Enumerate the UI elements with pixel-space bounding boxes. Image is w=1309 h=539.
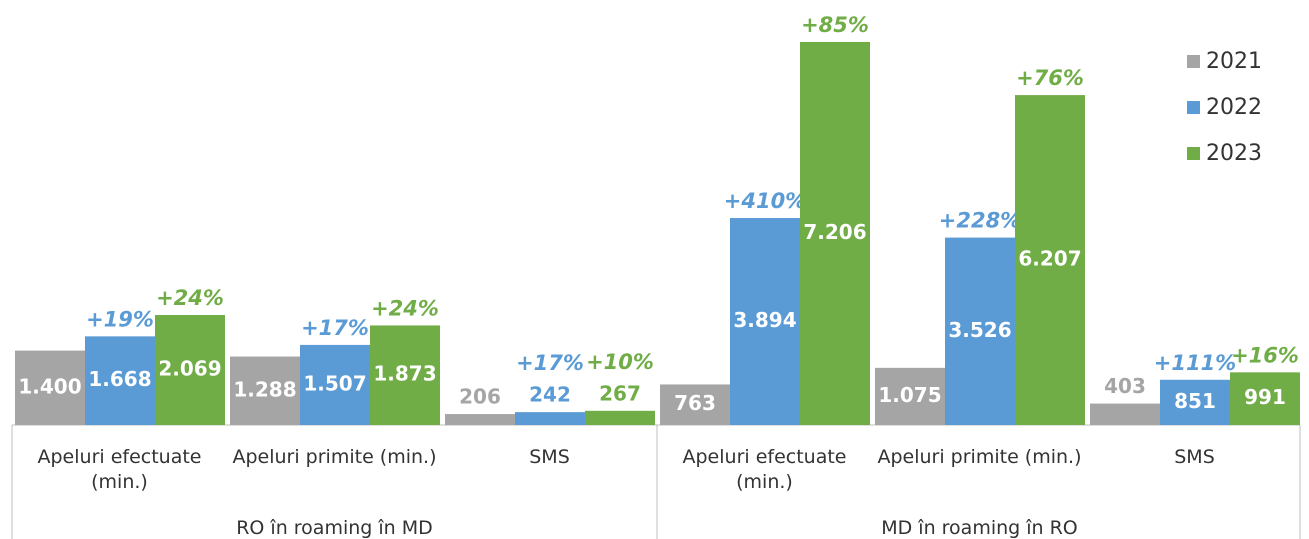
- value-label: 1.507: [303, 371, 366, 395]
- bar: [1160, 379, 1230, 425]
- value-label: 6.207: [1018, 247, 1081, 271]
- bar: [515, 412, 585, 425]
- x-tick-label: Apeluri efectuate (min.): [682, 446, 847, 493]
- bar: [1015, 95, 1085, 426]
- value-label: 1.400: [18, 374, 81, 398]
- change-label: +17%: [516, 351, 584, 375]
- change-label: +410%: [724, 189, 806, 213]
- value-label: 763: [674, 391, 716, 415]
- change-label: +17%: [301, 316, 369, 340]
- x-tick-label: SMS: [1174, 446, 1215, 468]
- change-label: +19%: [86, 307, 154, 331]
- value-label: 3.894: [733, 308, 796, 332]
- value-label: 2.069: [158, 357, 221, 381]
- bar: [230, 356, 300, 425]
- legend-label: 2022: [1206, 95, 1262, 120]
- legend-label: 2021: [1206, 49, 1262, 74]
- change-label: +10%: [586, 350, 654, 374]
- value-label: 242: [529, 383, 571, 407]
- group-label: RO în roaming în MD: [236, 517, 433, 539]
- x-tick-label: Apeluri efectuate (min.): [37, 446, 202, 493]
- bar: [660, 384, 730, 425]
- value-label: 7.206: [803, 220, 866, 244]
- bar: [445, 414, 515, 425]
- value-label: 3.526: [948, 318, 1011, 342]
- bar: [300, 344, 370, 425]
- value-label: 206: [459, 385, 501, 409]
- legend-swatch: [1187, 101, 1200, 114]
- legend-label: 2023: [1206, 141, 1262, 166]
- value-label: 1.668: [88, 367, 151, 391]
- value-label: 991: [1244, 385, 1286, 409]
- value-label: 267: [599, 381, 641, 405]
- bar: [15, 350, 85, 425]
- x-tick-label: Apeluri primite (min.): [232, 446, 437, 468]
- change-label: +24%: [371, 296, 439, 320]
- change-label: +24%: [156, 286, 224, 310]
- group-label: MD în roaming în RO: [881, 517, 1078, 539]
- bar: [945, 237, 1015, 425]
- value-label: 403: [1104, 374, 1146, 398]
- bar: [1230, 372, 1300, 425]
- legend-swatch: [1187, 55, 1200, 68]
- change-label: +111%: [1154, 351, 1236, 375]
- bar: [730, 218, 800, 425]
- change-label: +85%: [801, 13, 869, 37]
- change-label: +228%: [939, 209, 1021, 233]
- value-label: 1.288: [233, 377, 296, 401]
- legend-swatch: [1187, 147, 1200, 160]
- bar: [155, 315, 225, 425]
- x-tick-label: SMS: [529, 446, 570, 468]
- bar: [85, 336, 155, 425]
- bar: [1090, 403, 1160, 425]
- bar: [370, 325, 440, 425]
- value-label: 851: [1174, 389, 1216, 413]
- change-label: +76%: [1016, 66, 1084, 90]
- value-label: 1.873: [373, 362, 436, 386]
- value-label: 1.075: [878, 383, 941, 407]
- x-tick-label: Apeluri primite (min.): [877, 446, 1082, 468]
- bar: [875, 367, 945, 425]
- change-label: +16%: [1231, 343, 1299, 367]
- bar: [800, 42, 870, 425]
- bar: [585, 410, 655, 425]
